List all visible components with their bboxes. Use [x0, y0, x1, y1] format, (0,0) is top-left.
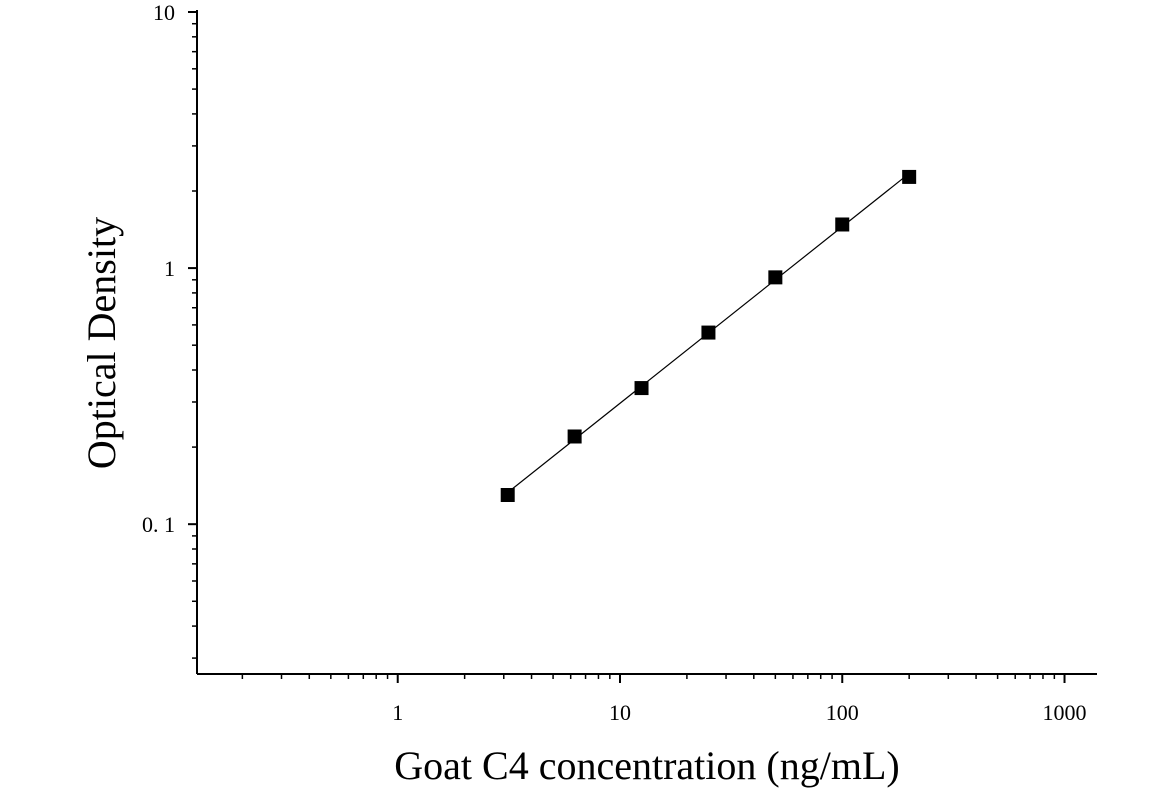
data-point [835, 217, 850, 232]
y-tick-label: 10 [153, 0, 175, 25]
ticks: 1 10 100 1000 0. 1 1 10 [142, 0, 1087, 725]
data-point [567, 429, 582, 444]
y-tick-label: 1 [164, 256, 175, 281]
data-point [634, 381, 649, 396]
data-point [701, 325, 716, 340]
data-point [500, 488, 515, 503]
x-tick-label: 10 [609, 700, 631, 725]
x-tick-label: 1000 [1043, 700, 1087, 725]
y-axis-title: Optical Density [79, 217, 124, 469]
x-tick-label: 100 [826, 700, 859, 725]
x-tick-label: 1 [392, 700, 403, 725]
data-markers [500, 169, 917, 503]
data-point [902, 169, 917, 184]
x-axis-title: Goat C4 concentration (ng/mL) [394, 743, 899, 788]
axes [196, 10, 1097, 675]
y-tick-label: 0. 1 [142, 512, 175, 537]
data-point [768, 270, 783, 285]
